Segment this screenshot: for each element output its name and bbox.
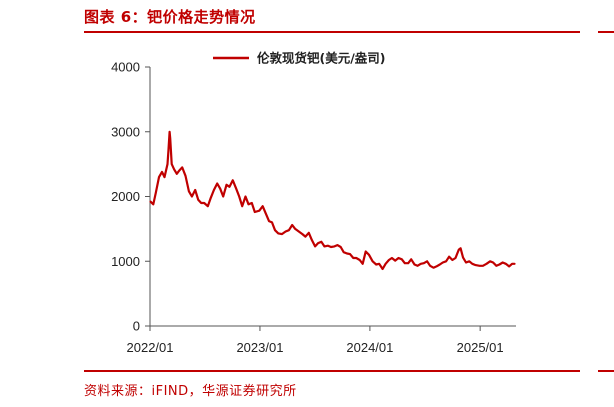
x-tick-label: 2023/01	[236, 340, 283, 355]
footer-rule-right-fragment	[598, 370, 614, 372]
series-line	[149, 130, 516, 271]
x-tick-label: 2022/01	[127, 340, 174, 355]
x-tick-label: 2025/01	[457, 340, 504, 355]
title-rule-right-fragment	[598, 31, 614, 33]
y-tick-label: 4000	[111, 60, 140, 75]
figure-title: 图表 6：钯价格走势情况	[84, 8, 256, 26]
y-tick-label: 0	[133, 319, 140, 334]
x-axis: 2022/01 2023/01 2024/01 2025/01	[127, 325, 516, 355]
y-tick-label: 2000	[111, 189, 140, 204]
series-layer	[149, 130, 516, 271]
legend-label: 伦敦现货钯(美元/盎司)	[257, 51, 386, 66]
footer-rule	[84, 370, 580, 372]
y-tick-label: 1000	[111, 254, 140, 269]
legend: 伦敦现货钯(美元/盎司)	[213, 51, 386, 66]
y-tick-label: 3000	[111, 124, 140, 139]
x-tick-label: 2024/01	[346, 340, 393, 355]
title-rule	[84, 31, 580, 33]
y-axis: 0 1000 2000 3000 4000	[111, 60, 151, 334]
source-note: 资料来源：iFIND，华源证券研究所	[84, 384, 297, 399]
